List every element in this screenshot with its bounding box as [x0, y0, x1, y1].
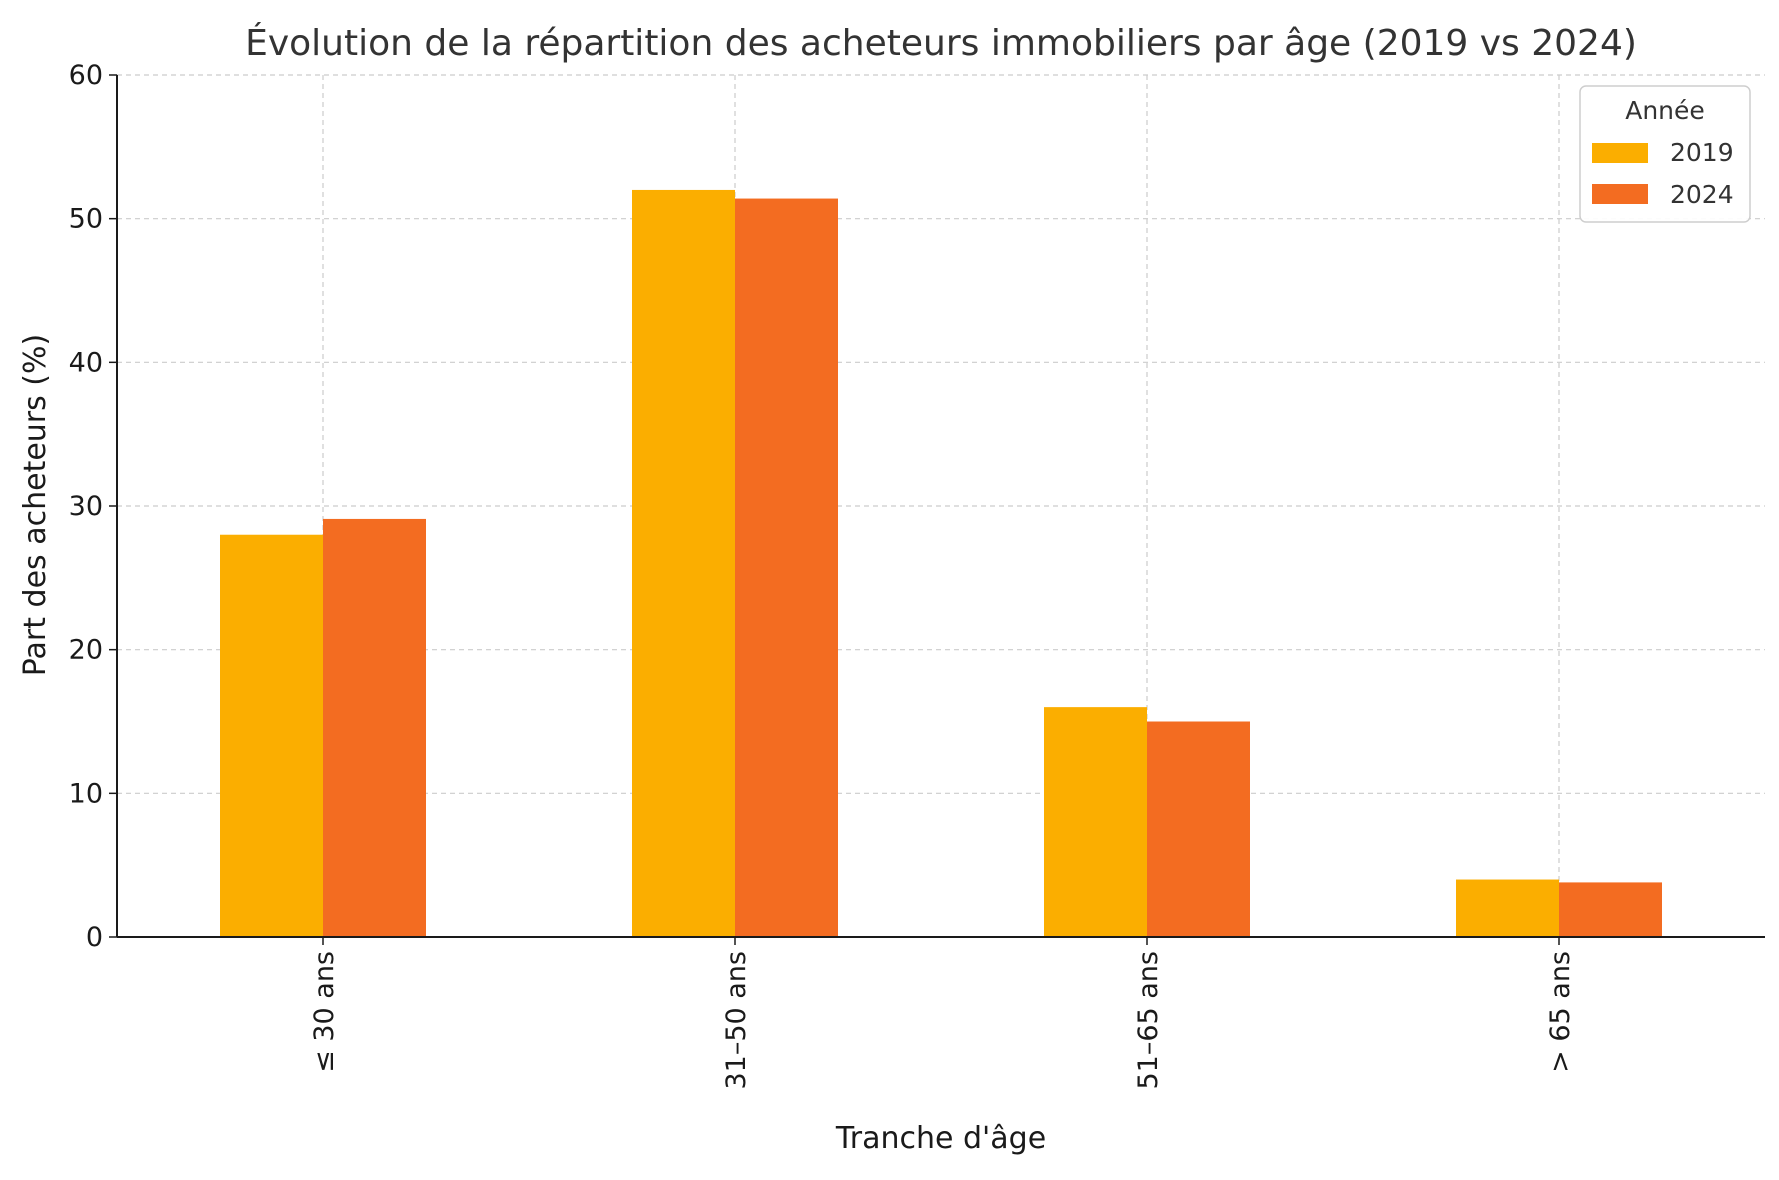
y-tick-label: 40	[69, 347, 103, 378]
y-tick-label: 50	[69, 204, 103, 235]
bars	[220, 189, 1662, 937]
ticks: 0 10 20 30 40 50 60 ≤ 30 ans 31–50 ans 51–65 ans >…	[69, 60, 1576, 1090]
y-tick-label: 0	[86, 922, 103, 953]
y-tick-label: 30	[69, 491, 103, 522]
bar-2019-2	[1044, 707, 1147, 937]
bar-2024-3	[1559, 882, 1662, 937]
legend-label-2024: 2024	[1670, 180, 1734, 209]
x-tick-label: ≤ 30 ans	[309, 951, 340, 1073]
legend-swatch-2019	[1592, 143, 1648, 163]
y-tick-label: 20	[69, 635, 103, 666]
y-axis-title: Part des acheteurs (%)	[18, 334, 53, 676]
y-tick-label: 60	[69, 60, 103, 91]
chart-title: Évolution de la répartition des acheteur…	[245, 22, 1637, 64]
x-tick-label: 31–50 ans	[721, 951, 752, 1090]
bar-2019-3	[1456, 879, 1559, 937]
legend-title: Année	[1625, 96, 1705, 125]
legend-swatch-2024	[1592, 184, 1648, 204]
x-tick-label: 51–65 ans	[1133, 951, 1164, 1090]
legend-label-2019: 2019	[1670, 138, 1734, 167]
bar-2024-1	[735, 198, 838, 937]
bar-2024-0	[323, 518, 426, 937]
x-tick-label: > 65 ans	[1545, 951, 1576, 1073]
bar-2019-0	[220, 534, 323, 937]
legend: Année 2019 2024	[1579, 85, 1751, 223]
x-axis-title: Tranche d'âge	[835, 1121, 1046, 1156]
y-tick-label: 10	[69, 778, 103, 809]
bar-2024-2	[1147, 721, 1250, 937]
bar-2019-1	[632, 189, 735, 937]
